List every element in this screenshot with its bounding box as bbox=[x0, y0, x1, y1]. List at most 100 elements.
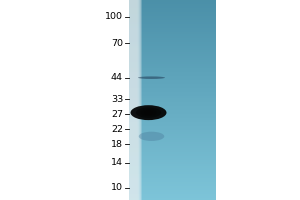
Bar bbox=[129, 22, 216, 24]
Bar bbox=[129, 88, 216, 90]
Bar bbox=[129, 166, 216, 168]
Bar bbox=[129, 0, 140, 200]
Bar bbox=[129, 12, 216, 14]
Bar bbox=[129, 62, 216, 64]
Bar bbox=[129, 6, 216, 8]
Ellipse shape bbox=[140, 109, 157, 116]
Bar bbox=[129, 16, 216, 18]
Bar bbox=[129, 0, 137, 200]
Bar bbox=[129, 194, 216, 196]
Bar bbox=[129, 0, 142, 200]
Bar bbox=[129, 142, 216, 144]
Bar bbox=[129, 0, 142, 200]
Bar bbox=[129, 158, 216, 160]
Bar bbox=[129, 112, 216, 114]
Bar bbox=[129, 0, 136, 200]
Bar bbox=[129, 140, 216, 142]
Bar bbox=[129, 0, 136, 200]
Bar bbox=[129, 156, 216, 158]
Bar bbox=[129, 0, 139, 200]
Bar bbox=[129, 128, 216, 130]
Bar bbox=[129, 0, 141, 200]
Bar bbox=[129, 160, 216, 162]
Bar bbox=[129, 68, 216, 70]
Bar bbox=[129, 66, 216, 68]
Bar bbox=[129, 52, 216, 54]
Bar bbox=[129, 46, 216, 48]
Bar bbox=[129, 110, 216, 112]
Bar bbox=[129, 188, 216, 190]
Bar bbox=[129, 0, 136, 200]
Bar bbox=[129, 96, 216, 98]
Bar bbox=[129, 0, 140, 200]
Bar bbox=[129, 58, 216, 60]
Bar bbox=[129, 192, 216, 194]
Bar bbox=[129, 60, 216, 62]
Text: 10: 10 bbox=[111, 183, 123, 192]
Text: 100: 100 bbox=[105, 12, 123, 21]
Bar bbox=[129, 0, 140, 200]
Bar bbox=[129, 100, 216, 102]
Bar bbox=[129, 26, 216, 28]
Bar bbox=[129, 8, 216, 10]
Text: 22: 22 bbox=[111, 125, 123, 134]
Bar bbox=[129, 42, 216, 44]
Bar bbox=[129, 72, 216, 74]
Bar bbox=[129, 0, 139, 200]
Bar bbox=[129, 50, 216, 52]
Bar bbox=[129, 70, 216, 72]
Bar bbox=[129, 18, 216, 20]
Ellipse shape bbox=[144, 111, 153, 115]
Bar bbox=[129, 0, 141, 200]
Bar bbox=[129, 182, 216, 184]
Bar bbox=[129, 0, 141, 200]
Bar bbox=[129, 98, 216, 100]
Bar bbox=[129, 116, 216, 118]
Bar bbox=[129, 162, 216, 164]
Bar bbox=[129, 104, 216, 106]
Bar bbox=[129, 144, 216, 146]
Bar bbox=[129, 130, 216, 132]
Bar bbox=[129, 154, 216, 156]
Bar bbox=[129, 0, 140, 200]
Bar bbox=[129, 102, 216, 104]
Ellipse shape bbox=[138, 76, 165, 79]
Bar bbox=[129, 78, 216, 80]
Bar bbox=[129, 170, 216, 172]
Bar bbox=[129, 108, 216, 110]
Bar bbox=[129, 118, 216, 120]
Bar bbox=[129, 40, 216, 42]
Text: 44: 44 bbox=[111, 73, 123, 82]
Bar bbox=[129, 0, 137, 200]
Text: 18: 18 bbox=[111, 140, 123, 149]
Bar bbox=[129, 0, 216, 2]
Bar bbox=[129, 146, 216, 148]
Bar bbox=[129, 174, 216, 176]
Bar bbox=[129, 152, 216, 154]
Bar bbox=[129, 80, 216, 82]
Bar bbox=[129, 180, 216, 182]
Bar bbox=[129, 94, 216, 96]
Bar bbox=[129, 38, 216, 40]
Bar bbox=[129, 24, 216, 26]
Bar bbox=[129, 0, 141, 200]
Bar bbox=[129, 132, 216, 134]
Bar bbox=[129, 138, 216, 140]
Bar bbox=[129, 0, 138, 200]
Bar bbox=[129, 0, 136, 200]
Bar bbox=[129, 196, 216, 198]
Bar bbox=[129, 150, 216, 152]
Bar bbox=[129, 54, 216, 56]
Bar bbox=[129, 0, 137, 200]
Bar bbox=[129, 172, 216, 174]
Bar bbox=[129, 84, 216, 86]
Bar bbox=[129, 0, 138, 200]
Bar bbox=[129, 0, 137, 200]
Bar bbox=[129, 32, 216, 34]
Text: 27: 27 bbox=[111, 110, 123, 119]
Bar bbox=[129, 76, 216, 78]
Text: 14: 14 bbox=[111, 158, 123, 167]
Bar bbox=[129, 36, 216, 38]
Bar bbox=[129, 122, 216, 124]
Bar bbox=[129, 0, 139, 200]
